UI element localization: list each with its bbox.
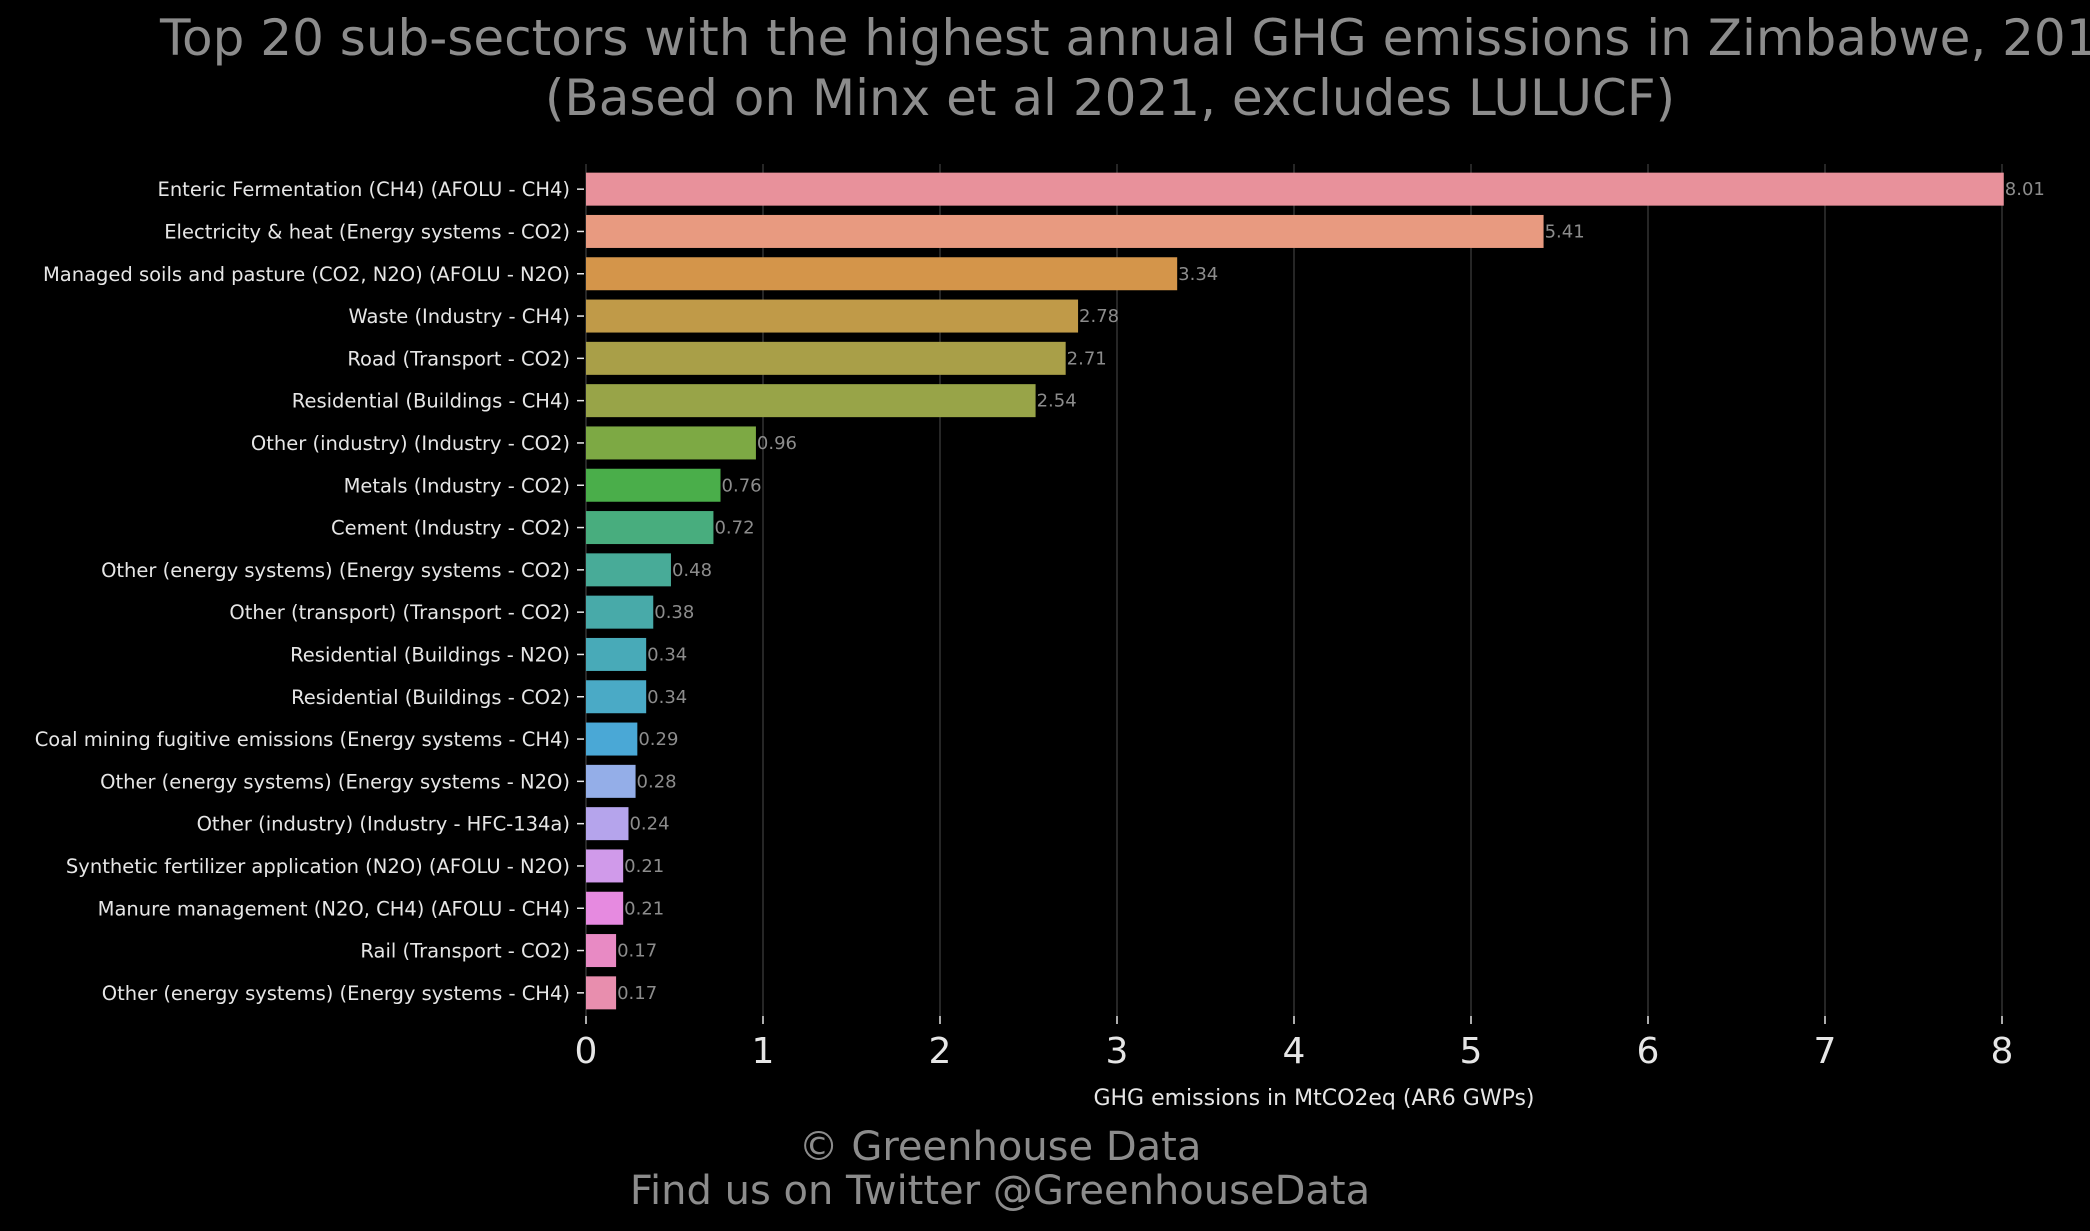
category-label: Residential (Buildings - CO2)	[291, 686, 570, 709]
copyright-text: © Greenhouse Data	[798, 1124, 1202, 1170]
category-label: Other (energy systems) (Energy systems -…	[102, 982, 570, 1005]
category-label: Manure management (N2O, CH4) (AFOLU - CH…	[98, 897, 570, 920]
bar	[586, 299, 1079, 333]
category-label: Enteric Fermentation (CH4) (AFOLU - CH4)	[158, 178, 571, 201]
value-label: 2.54	[1037, 391, 1077, 412]
value-label: 0.72	[714, 518, 754, 539]
category-label: Managed soils and pasture (CO2, N2O) (AF…	[43, 263, 570, 286]
bar	[586, 214, 1544, 248]
category-label: Waste (Industry - CH4)	[348, 305, 570, 328]
category-label: Metals (Industry - CO2)	[344, 474, 570, 497]
x-axis-ticks: 0 1 2 3 4 5 6 7 8	[575, 1016, 2014, 1072]
category-label: Other (energy systems) (Energy systems -…	[100, 770, 570, 793]
x-tick-label: 1	[752, 1031, 775, 1072]
chart-title: Top 20 sub-sectors with the highest annu…	[160, 8, 2090, 128]
value-label: 0.29	[638, 729, 678, 750]
category-label: Other (industry) (Industry - HFC-134a)	[197, 813, 570, 836]
value-labels: 8.01 5.41 3.34 2.78 2.71 2.54 0.96 0.76 0.720.48…	[617, 179, 2045, 1004]
value-label: 0.17	[617, 941, 657, 962]
x-tick-label: 6	[1637, 1031, 1660, 1072]
x-tick-label: 2	[929, 1031, 952, 1072]
x-tick-label: 8	[1991, 1031, 2014, 1072]
value-label: 0.48	[672, 560, 712, 581]
bar	[586, 807, 629, 841]
value-label: 0.21	[624, 856, 664, 877]
category-label: Rail (Transport - CO2)	[360, 940, 570, 963]
category-label: Residential (Buildings - CH4)	[292, 390, 570, 413]
category-label: Electricity & heat (Energy systems - CO2…	[164, 220, 570, 243]
chart-title-line: Top 20 sub-sectors with the highest annu…	[160, 9, 2090, 67]
x-tick-label: 3	[1106, 1031, 1129, 1072]
value-label: 0.28	[637, 771, 677, 792]
value-label: 0.21	[624, 898, 664, 919]
value-label: 8.01	[2005, 179, 2045, 200]
chart-subtitle: (Based on Minx et al 2021, excludes LULU…	[544, 69, 1676, 127]
twitter-text: Find us on Twitter @GreenhouseData	[629, 1168, 1371, 1214]
bar	[586, 172, 2004, 206]
bar	[586, 595, 654, 629]
value-label: 0.24	[629, 814, 669, 835]
bar	[586, 468, 721, 502]
value-label: 0.96	[757, 433, 797, 454]
bar	[586, 426, 756, 460]
bar	[586, 764, 636, 798]
category-label: Residential (Buildings - N2O)	[290, 643, 570, 666]
category-label: Coal mining fugitive emissions (Energy s…	[35, 728, 570, 751]
category-label: Cement (Industry - CO2)	[331, 517, 570, 540]
value-label: 0.17	[617, 983, 657, 1004]
category-label: Road (Transport - CO2)	[347, 347, 570, 370]
grid-lines	[585, 164, 2003, 1016]
x-tick-label: 5	[1460, 1031, 1483, 1072]
category-labels: Enteric Fermentation (CH4) (AFOLU - CH4)…	[35, 178, 584, 1005]
bar	[586, 553, 671, 587]
value-label: 2.71	[1067, 348, 1107, 369]
bar	[586, 934, 617, 968]
x-axis-title: GHG emissions in MtCO2eq (AR6 GWPs)	[1093, 1086, 1534, 1111]
x-tick-label: 4	[1283, 1031, 1306, 1072]
bar	[586, 976, 617, 1010]
bar	[586, 384, 1036, 418]
bar	[586, 637, 647, 671]
x-tick-label: 7	[1814, 1031, 1837, 1072]
value-label: 0.38	[654, 602, 694, 623]
footer: © Greenhouse Data Find us on Twitter @Gr…	[600, 1125, 1400, 1213]
value-label: 5.41	[1545, 221, 1585, 242]
category-label: Other (industry) (Industry - CO2)	[251, 432, 570, 455]
value-label: 2.78	[1079, 306, 1119, 327]
x-tick-label: 0	[575, 1031, 598, 1072]
category-label: Synthetic fertilizer application (N2O) (…	[66, 855, 570, 878]
category-label: Other (transport) (Transport - CO2)	[229, 601, 570, 624]
bar	[586, 511, 714, 545]
bar	[586, 849, 624, 883]
bar	[586, 680, 647, 714]
value-label: 0.34	[647, 687, 687, 708]
bar	[586, 722, 638, 756]
value-label: 0.34	[647, 644, 687, 665]
bar	[586, 341, 1066, 375]
value-label: 0.76	[722, 475, 762, 496]
bar	[586, 257, 1178, 291]
bar	[586, 891, 624, 925]
category-label: Other (energy systems) (Energy systems -…	[101, 559, 570, 582]
bars	[586, 172, 2004, 1010]
value-label: 3.34	[1178, 264, 1218, 285]
